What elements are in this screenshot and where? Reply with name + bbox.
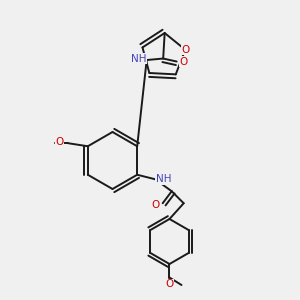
Text: O: O	[151, 200, 159, 210]
Text: O: O	[181, 45, 189, 55]
Text: NH: NH	[156, 174, 171, 184]
Text: O: O	[165, 279, 174, 289]
Text: NH: NH	[130, 53, 146, 64]
Text: O: O	[179, 56, 188, 67]
Text: O: O	[55, 137, 63, 147]
